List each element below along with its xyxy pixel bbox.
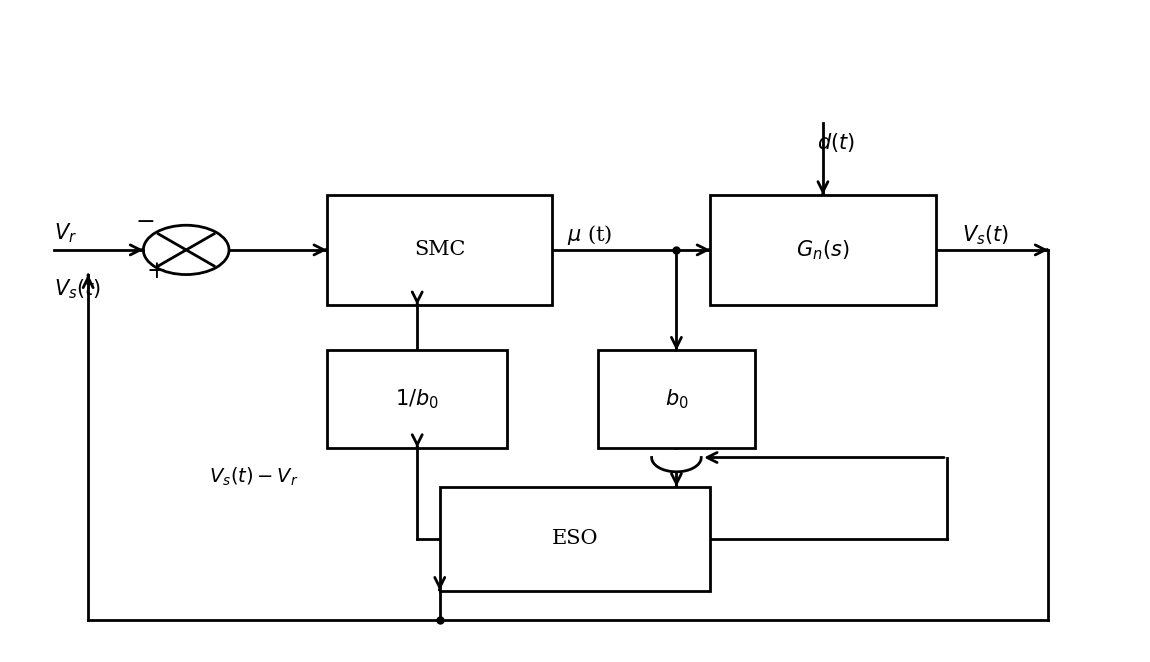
Text: $V_s(t)$: $V_s(t)$ — [54, 277, 101, 301]
Text: $\mu$ (t): $\mu$ (t) — [567, 223, 612, 247]
FancyBboxPatch shape — [439, 487, 711, 591]
Text: $G_n(s)$: $G_n(s)$ — [796, 238, 850, 261]
Text: $V_r$: $V_r$ — [54, 222, 77, 246]
Text: −: − — [136, 211, 155, 234]
Text: $V_s(t)$: $V_s(t)$ — [961, 223, 1009, 247]
FancyBboxPatch shape — [327, 195, 552, 305]
Text: $b_0$: $b_0$ — [665, 387, 688, 411]
Text: ESO: ESO — [552, 529, 598, 548]
Text: +: + — [147, 260, 167, 283]
FancyBboxPatch shape — [327, 350, 507, 448]
FancyBboxPatch shape — [711, 195, 936, 305]
FancyBboxPatch shape — [598, 350, 756, 448]
Text: $1/b_0$: $1/b_0$ — [396, 387, 439, 411]
Text: $V_s(t)-V_r$: $V_s(t)-V_r$ — [209, 466, 298, 488]
Text: SMC: SMC — [414, 240, 466, 260]
Text: $d(t)$: $d(t)$ — [818, 131, 856, 154]
